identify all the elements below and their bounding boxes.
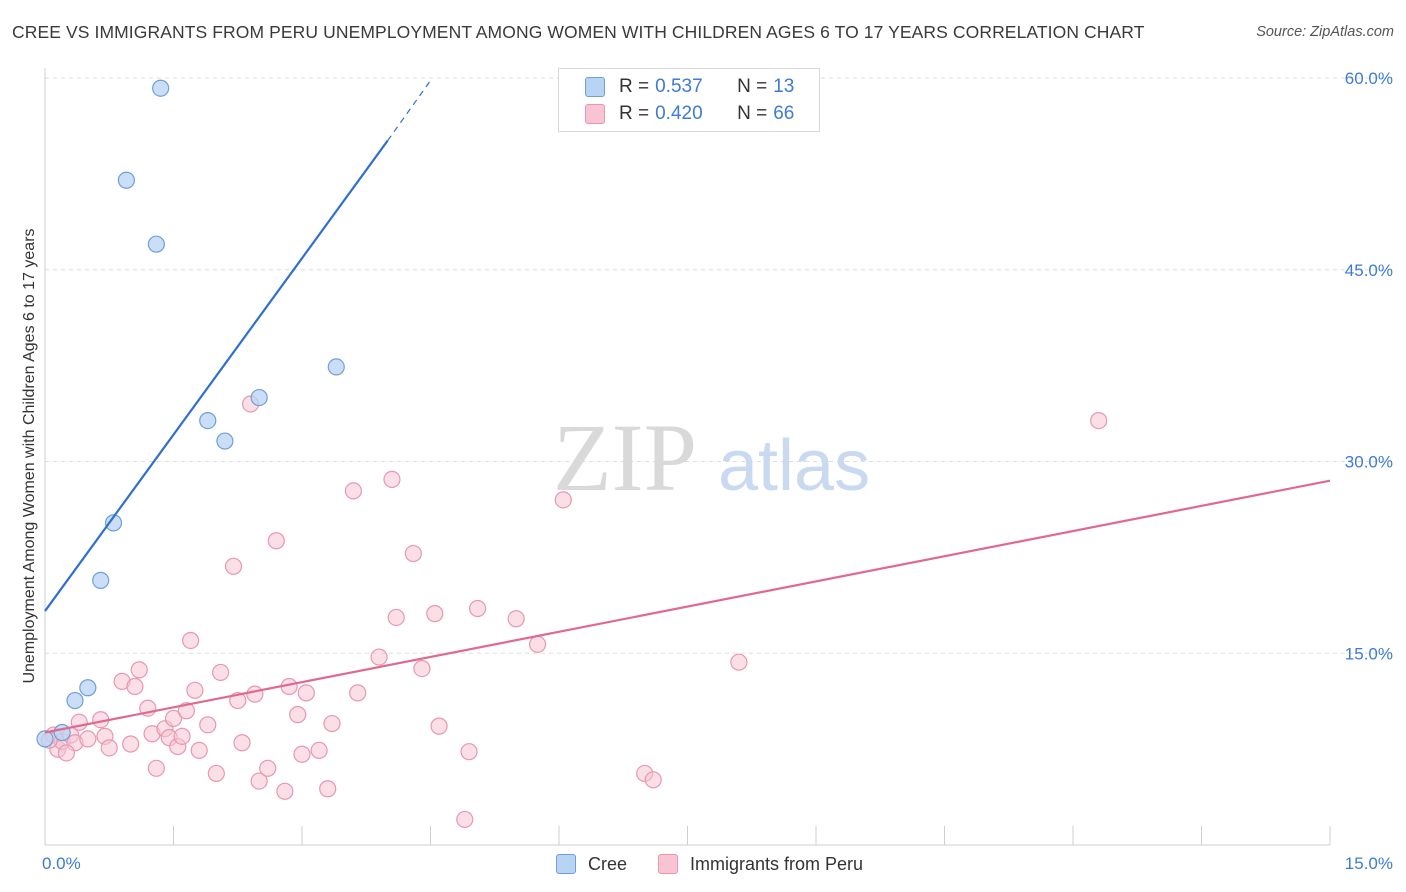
- peru-point-31: [233, 734, 251, 752]
- peru-r-value: 0.420: [655, 103, 703, 124]
- peru-point-56: [469, 599, 487, 618]
- peru-point-19: [164, 709, 183, 728]
- peru-point-16: [147, 759, 165, 777]
- peru-point-33: [246, 685, 264, 703]
- y-tick-label-0: 15.0%: [1345, 644, 1393, 663]
- bottom-legend-peru: Immigrants from Peru: [658, 852, 863, 876]
- cree-point-12: [327, 358, 345, 376]
- peru-point-58: [528, 635, 547, 653]
- peru-point-22: [177, 702, 195, 720]
- peru-swatch: [585, 104, 605, 124]
- peru-point-41: [297, 684, 315, 702]
- peru-point-54: [456, 810, 474, 829]
- y-tick-label-1: 30.0%: [1345, 453, 1393, 472]
- peru-legend-swatch: [658, 854, 678, 874]
- peru-point-29: [224, 557, 243, 575]
- peru-point-37: [276, 782, 294, 800]
- cree-point-7: [147, 235, 165, 253]
- peru-point-65: [57, 744, 76, 762]
- peru-point-12: [126, 677, 144, 696]
- cree-point-10: [216, 432, 234, 450]
- watermark-atlas: atlas: [718, 426, 870, 506]
- cree-point-2: [66, 691, 84, 710]
- watermark-zip: ZIP: [553, 404, 697, 511]
- peru-point-25: [190, 741, 208, 760]
- peru-point-9: [100, 739, 118, 757]
- x-tick-label-min: 0.0%: [42, 854, 81, 873]
- peru-n-label: N =: [737, 103, 768, 124]
- peru-point-50: [404, 544, 422, 563]
- peru-point-21: [173, 727, 191, 745]
- cree-point-5: [104, 514, 123, 532]
- peru-n-value: 66: [773, 103, 795, 124]
- cree-swatch: [585, 77, 605, 97]
- peru-point-59: [554, 491, 572, 509]
- bottom-legend-cree: Cree: [556, 852, 627, 876]
- peru-point-39: [289, 706, 307, 724]
- y-tick-labels: 15.0% 30.0% 45.0% 60.0%: [1345, 69, 1393, 663]
- chart-title: CREE VS IMMIGRANTS FROM PERU UNEMPLOYMEN…: [12, 22, 1145, 42]
- cree-point-11: [250, 388, 268, 407]
- peru-point-26: [199, 716, 217, 734]
- axes: [44, 68, 1331, 846]
- cree-r-value: 0.537: [655, 76, 703, 97]
- cree-n-value: 13: [773, 76, 795, 97]
- cree-trendline-extension: [387, 80, 431, 141]
- peru-point-53: [430, 717, 448, 735]
- cree-point-9: [199, 411, 217, 430]
- cree-n-label: N =: [737, 76, 768, 97]
- peru-point-63: [1090, 411, 1108, 430]
- legend-row-peru: R = 0.420 N = 66: [585, 102, 794, 126]
- peru-point-47: [370, 648, 388, 666]
- x-tick-label-max: 15.0%: [1345, 854, 1393, 873]
- peru-point-62: [730, 653, 748, 671]
- peru-point-34: [250, 772, 268, 790]
- peru-point-35: [259, 759, 277, 777]
- stats-legend: R = 0.537 N = 13 R = 0.420 N = 66: [558, 68, 820, 132]
- peru-point-13: [130, 661, 148, 679]
- cree-point-8: [152, 79, 170, 97]
- peru-point-11: [122, 735, 140, 753]
- peru-r-label: R =: [619, 103, 650, 124]
- peru-point-61: [644, 771, 662, 789]
- peru-point-27: [207, 764, 225, 783]
- peru-point-57: [507, 610, 525, 628]
- source-credit: Source: ZipAtlas.com: [1256, 24, 1394, 40]
- trendlines: [44, 80, 1331, 734]
- cree-point-1: [53, 723, 71, 742]
- y-tick-label-2: 45.0%: [1345, 261, 1393, 280]
- peru-point-40: [293, 745, 311, 763]
- peru-point-46: [349, 684, 367, 702]
- peru-point-28: [212, 663, 230, 682]
- peru-point-55: [460, 743, 478, 761]
- peru-point-36: [267, 532, 285, 550]
- legend-row-cree: R = 0.537 N = 13: [585, 75, 794, 99]
- peru-point-45: [344, 482, 362, 500]
- cree-trendline: [44, 139, 389, 612]
- peru-trendline: [44, 479, 1331, 734]
- peru-point-6: [79, 730, 97, 748]
- peru-point-49: [387, 608, 405, 627]
- cree-point-3: [79, 679, 97, 697]
- cree-point-4: [92, 571, 110, 589]
- peru-point-43: [319, 780, 337, 798]
- peru-point-51: [413, 659, 431, 678]
- cree-point-0: [36, 730, 54, 748]
- peru-point-52: [426, 605, 444, 623]
- cree-legend-swatch: [556, 854, 576, 874]
- peru-point-23: [182, 631, 200, 650]
- gridlines: [45, 77, 1392, 654]
- peru-legend-label: Immigrants from Peru: [690, 853, 864, 874]
- cree-r-label: R =: [619, 76, 650, 97]
- y-tick-label-3: 60.0%: [1345, 69, 1393, 88]
- peru-point-42: [310, 741, 328, 760]
- cree-point-6: [117, 171, 135, 189]
- x-tick-labels: 0.0% 15.0%: [42, 854, 1393, 873]
- peru-point-48: [383, 470, 401, 488]
- peru-point-24: [186, 681, 204, 699]
- peru-point-44: [323, 714, 341, 733]
- cree-legend-label: Cree: [588, 853, 628, 874]
